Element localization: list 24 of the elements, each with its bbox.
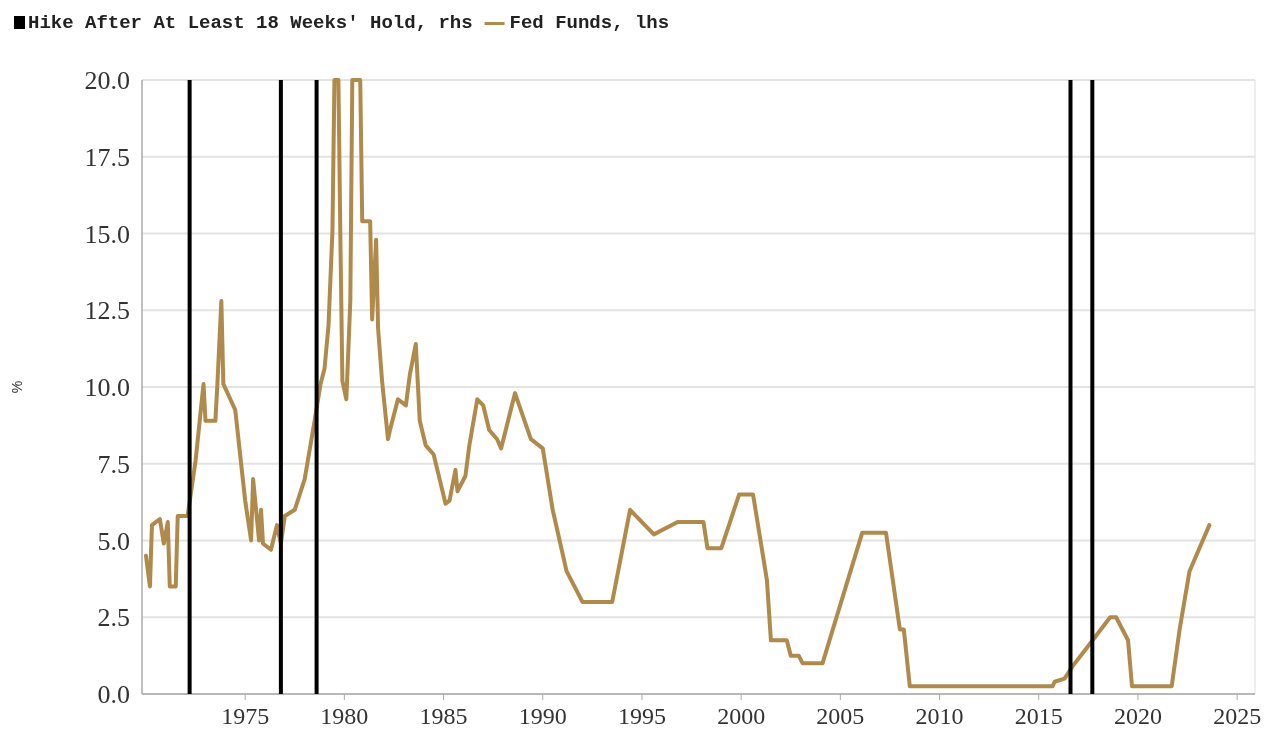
x-tick-label: 2010: [915, 703, 964, 729]
y-axis-title: %: [9, 380, 25, 394]
line-series: [143, 78, 1212, 689]
y-tick-label: 15.0: [84, 219, 130, 249]
y-tick-label: 12.5: [84, 296, 130, 326]
x-tick-label: 1975: [221, 703, 270, 729]
x-tick-label: 1990: [518, 703, 567, 729]
x-tick-label: 2020: [1113, 703, 1162, 729]
x-tick-label: 2005: [816, 703, 865, 729]
x-tick-label: 1980: [320, 703, 369, 729]
y-tick-label: 17.5: [84, 142, 130, 172]
y-tick-label: 5.0: [97, 526, 130, 556]
legend-label: Hike After At Least 18 Weeks' Hold, rhs: [28, 12, 473, 34]
x-tick-label: 1985: [419, 703, 468, 729]
x-tick-label: 2000: [717, 703, 766, 729]
y-tick-label: 7.5: [97, 449, 130, 479]
x-tick-label: 2015: [1014, 703, 1063, 729]
x-tick-label: 2025: [1213, 703, 1262, 729]
y-tick-label: 0.0: [97, 680, 130, 710]
y-tick-label: 10.0: [84, 373, 130, 403]
y-tick-label: 20.0: [84, 66, 130, 96]
y-tick-label: 2.5: [97, 603, 130, 633]
x-tick-label: 1995: [617, 703, 666, 729]
legend-label: Fed Funds, lhs: [509, 12, 670, 34]
